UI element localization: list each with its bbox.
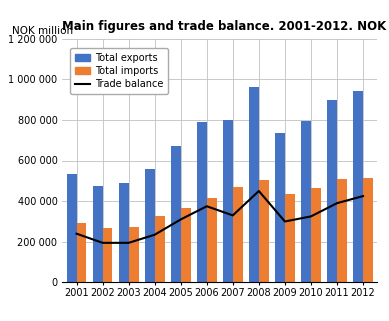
Bar [103,228,112,282]
Bar [119,183,129,282]
Bar [155,216,165,282]
Bar [145,169,155,282]
Bar [207,198,217,282]
Text: Main figures and trade balance. 2001-2012. NOK million: Main figures and trade balance. 2001-201… [62,20,389,33]
Bar [77,222,86,282]
Bar [197,122,207,282]
Bar [337,179,347,282]
Bar [233,187,243,282]
Bar [171,146,181,282]
Bar [181,208,191,282]
Bar [353,91,363,282]
Bar [259,180,269,282]
Bar [129,227,138,282]
Bar [275,133,285,282]
Bar [301,121,311,282]
Bar [285,194,295,282]
Legend: Total exports, Total imports, Trade balance: Total exports, Total imports, Trade bala… [70,48,168,94]
Bar [67,174,77,282]
Bar [249,87,259,282]
Bar [93,186,103,282]
Bar [223,120,233,282]
Bar [327,100,337,282]
Bar [363,178,373,282]
Text: NOK million: NOK million [12,26,73,36]
Bar [311,188,321,282]
